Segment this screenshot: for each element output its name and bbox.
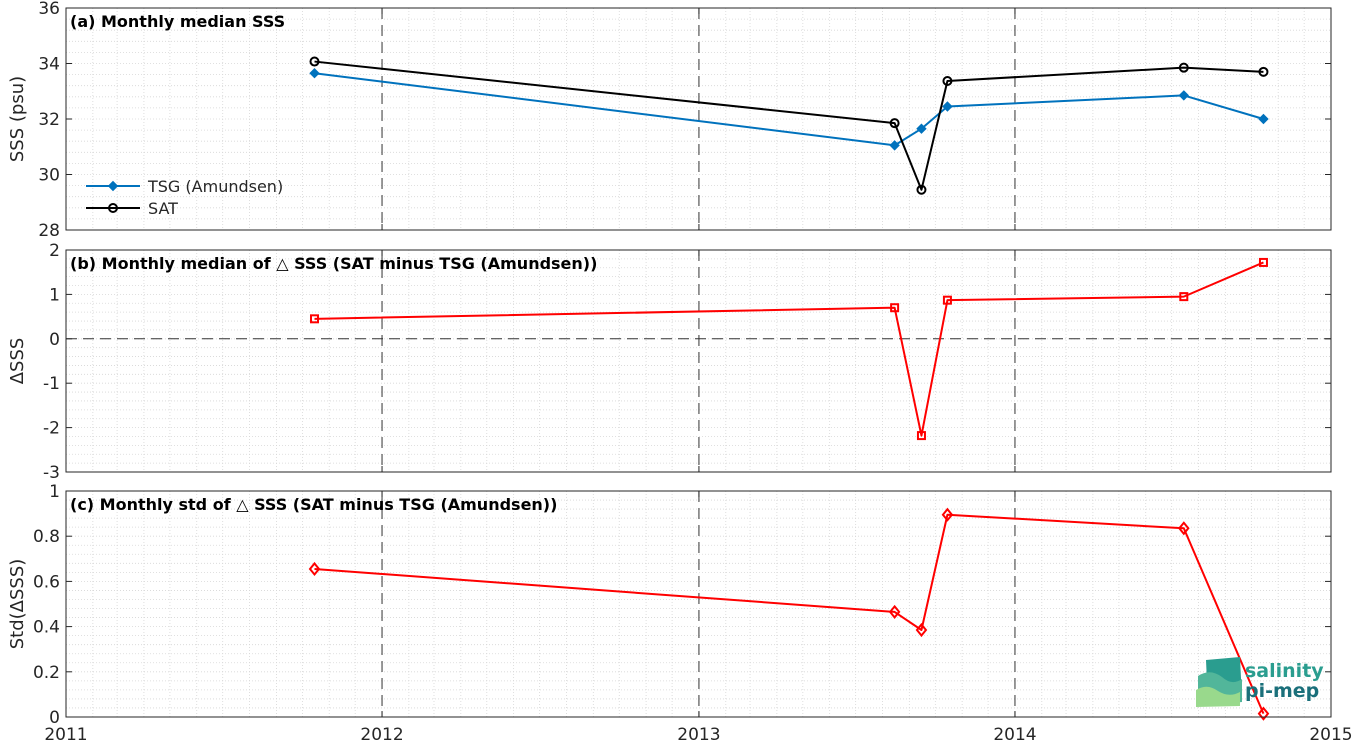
x-tick-label: 2012 xyxy=(360,725,403,745)
series-line xyxy=(314,60,1264,191)
y-tick-label: 28 xyxy=(38,221,60,241)
y-axis-label: ΔSSS xyxy=(7,338,28,385)
data-point xyxy=(916,123,927,134)
logo-line1: salinity xyxy=(1245,660,1324,682)
data-point xyxy=(889,118,900,129)
legend-marker xyxy=(107,180,119,192)
series-delta-b xyxy=(309,257,1268,441)
minor-grid xyxy=(66,7,1331,231)
data-point xyxy=(1258,113,1269,125)
data-point xyxy=(1258,257,1268,267)
panel-c: 0 0.2 0.4 0.6 0.8 1 2011 2012 2013 2014 2015 Std(ΔS… xyxy=(7,482,1353,745)
minor-grid xyxy=(66,249,1331,473)
data-point xyxy=(309,56,320,67)
legend-label: TSG (Amundsen) xyxy=(147,177,283,196)
data-point xyxy=(916,184,927,195)
y-axis-label: SSS (psu) xyxy=(7,76,28,162)
data-point xyxy=(888,604,901,619)
legend: TSG (Amundsen) SAT xyxy=(86,177,283,218)
data-point xyxy=(916,431,926,441)
salinity-pimep-logo: salinity pi-mep xyxy=(1196,657,1324,707)
data-point xyxy=(941,507,954,522)
data-point xyxy=(942,101,953,112)
series-delta-c xyxy=(308,507,1270,721)
data-point xyxy=(890,303,900,313)
y-axis-label: Std(ΔSSS) xyxy=(7,559,28,650)
x-tick-label: 2015 xyxy=(1309,725,1352,745)
data-point xyxy=(942,75,953,86)
data-point xyxy=(309,68,320,79)
panel-a: 28 30 32 34 36 SSS (psu) (a) Monthly median SS… xyxy=(7,0,1332,241)
x-tick-label: 2013 xyxy=(677,725,720,745)
data-point xyxy=(1179,292,1189,302)
series-line xyxy=(314,513,1265,715)
y-tick-label: 36 xyxy=(38,0,60,19)
panel-title: (c) Monthly std of △ SSS (SAT minus TSG … xyxy=(70,495,557,514)
x-tick-label: 2014 xyxy=(993,725,1036,745)
data-point xyxy=(1178,521,1190,536)
data-point xyxy=(915,622,928,638)
y-tick-label: 2 xyxy=(49,241,60,261)
x-tick-label: 2011 xyxy=(44,725,87,745)
y-tick-label: 1 xyxy=(49,482,60,502)
data-point xyxy=(1257,706,1270,721)
y-tick-label: 0.2 xyxy=(33,663,60,683)
y-tick-label: -3 xyxy=(43,463,60,483)
y-tick-label: 32 xyxy=(38,110,60,130)
chart-panels: 28 30 32 34 36 SSS (psu) (a) Monthly median SS… xyxy=(7,0,1353,745)
wave-logo-icon xyxy=(1196,657,1242,707)
y-tick-label: -2 xyxy=(43,419,60,439)
y-tick-label: 30 xyxy=(38,166,60,186)
panel-title: (a) Monthly median SSS xyxy=(70,12,285,31)
y-tick-label: 0 xyxy=(49,330,60,350)
axes-box xyxy=(65,490,1332,718)
logo-line2: pi-mep xyxy=(1245,680,1319,702)
data-point xyxy=(1178,90,1190,101)
panel-b: -3 -2 -1 0 1 2 ΔSSS (b) Monthly median of △ SSS… xyxy=(7,241,1332,483)
legend-marker xyxy=(108,203,118,213)
y-tick-label: 1 xyxy=(49,285,60,305)
series-line xyxy=(314,261,1264,437)
data-point xyxy=(1258,66,1269,77)
axes-box xyxy=(65,7,1332,231)
panel-title: (b) Monthly median of △ SSS (SAT minus T… xyxy=(70,254,597,273)
y-axis: 0 0.2 0.4 0.6 0.8 1 xyxy=(33,482,1331,728)
legend-label: SAT xyxy=(148,199,178,218)
major-grid xyxy=(381,491,1016,717)
y-tick-label: 0.8 xyxy=(33,527,60,547)
major-grid xyxy=(381,250,1016,472)
data-point xyxy=(309,314,319,324)
y-tick-label: -1 xyxy=(43,374,60,394)
series-line xyxy=(314,72,1264,147)
y-tick-label: 34 xyxy=(38,55,60,75)
data-point xyxy=(1178,62,1189,73)
series-sat xyxy=(309,56,1269,195)
data-point xyxy=(942,295,952,305)
data-point xyxy=(308,561,321,577)
axes-box xyxy=(65,249,1332,473)
y-tick-label: 0.4 xyxy=(33,618,60,638)
data-point xyxy=(889,140,900,151)
y-tick-label: 0.6 xyxy=(33,572,60,592)
y-axis: 28 30 32 34 36 xyxy=(38,0,1331,241)
major-grid xyxy=(381,8,1016,230)
series-tsg-amundsen- xyxy=(309,68,1269,151)
y-tick-label: 0 xyxy=(49,708,60,728)
